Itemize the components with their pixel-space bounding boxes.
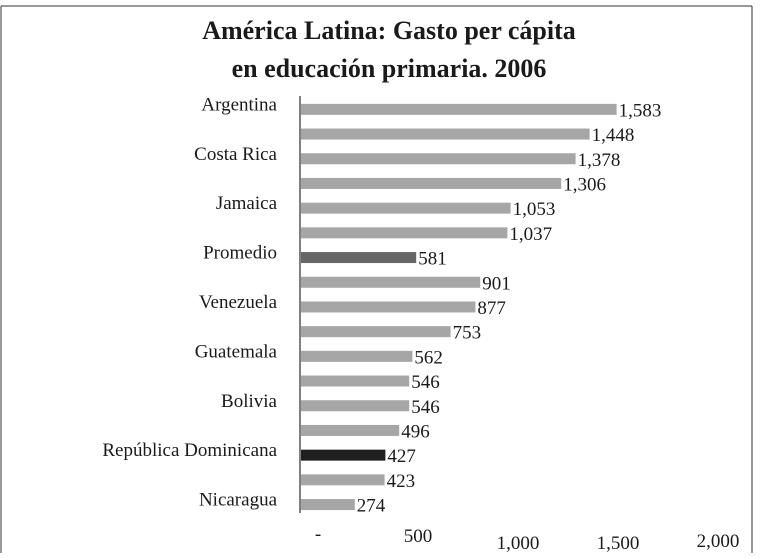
category-label-0: Argentina (201, 94, 277, 115)
value-label-14: 427 (387, 446, 416, 467)
value-label-3: 1,306 (563, 174, 606, 195)
value-label-9: 753 (453, 323, 482, 344)
x-tick-label-4: 2,000 (697, 531, 740, 552)
value-label-11: 546 (411, 372, 440, 393)
bar-0 (301, 103, 617, 115)
value-label-15: 423 (387, 471, 416, 492)
bar-11 (301, 375, 410, 387)
value-label-5: 1,037 (509, 224, 552, 245)
bar-5 (301, 227, 508, 239)
category-labels-group: Argentina Costa Rica Jamaica Promedio Venezu… (102, 94, 277, 510)
value-label-2: 1,378 (578, 150, 621, 171)
bar-9 (301, 326, 451, 338)
bar-6 (301, 252, 417, 264)
bar-8 (301, 301, 476, 313)
bar-2 (301, 153, 576, 165)
category-label-14: República Dominicana (102, 440, 277, 461)
value-label-6: 581 (418, 249, 447, 270)
category-label-16: Nicaragua (199, 490, 278, 511)
bar-3 (301, 177, 562, 189)
bar-15 (301, 474, 385, 486)
value-labels-group: 1,583 1,448 1,378 1,306 1,053 1,037 581 901 877 7… (357, 100, 662, 516)
value-label-7: 901 (482, 273, 511, 294)
bar-13 (301, 424, 400, 436)
bar-7 (301, 276, 481, 288)
value-label-0: 1,583 (619, 100, 662, 121)
x-tick-labels-group: - 500 1,000 1,500 2,000 (315, 524, 740, 554)
value-label-12: 546 (411, 397, 440, 418)
value-label-8: 877 (477, 298, 506, 319)
chart-title-line-1: América Latina: Gasto per cápita (202, 16, 576, 45)
value-label-16: 274 (357, 496, 386, 517)
value-label-10: 562 (414, 347, 443, 368)
bar-14 (301, 449, 386, 461)
x-tick-label-0: - (315, 524, 321, 545)
x-tick-label-3: 1,500 (597, 533, 640, 553)
bar-4 (301, 202, 511, 214)
bar-10 (301, 350, 413, 362)
category-label-4: Jamaica (216, 193, 278, 214)
chart-title-line-2: en educación primaria. 2006 (232, 54, 547, 83)
category-label-12: Bolivia (221, 391, 278, 412)
category-label-8: Venezuela (199, 292, 278, 313)
bar-12 (301, 400, 410, 412)
category-label-10: Guatemala (195, 341, 278, 362)
x-tick-label-2: 1,000 (497, 533, 540, 553)
value-label-13: 496 (401, 421, 430, 442)
bar-1 (301, 128, 590, 140)
category-label-2: Costa Rica (194, 144, 277, 165)
value-label-1: 1,448 (592, 125, 635, 146)
x-tick-label-1: 500 (404, 526, 433, 547)
value-label-4: 1,053 (513, 199, 556, 220)
bar-16 (301, 499, 355, 511)
category-label-6: Promedio (203, 243, 277, 264)
bars-group (301, 103, 617, 511)
